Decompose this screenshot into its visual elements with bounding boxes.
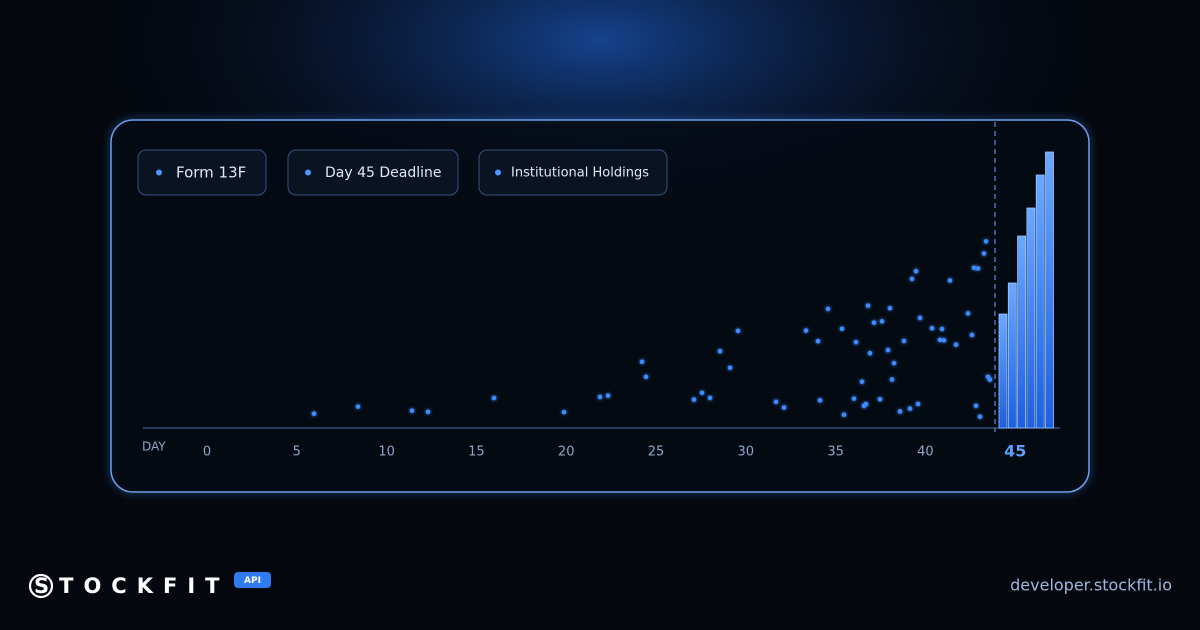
brand: STOCKFIT API developer.stockfit.io xyxy=(28,572,1172,599)
dot xyxy=(937,337,943,343)
chip-label: Form 13F xyxy=(176,164,246,182)
bar xyxy=(1026,207,1036,429)
x-tick-label: 30 xyxy=(738,445,755,460)
panel xyxy=(110,119,1090,493)
dot xyxy=(691,397,697,402)
axis-label: DAY xyxy=(142,440,166,454)
dot xyxy=(885,347,891,353)
dot xyxy=(825,306,831,312)
dot xyxy=(727,365,733,371)
dot xyxy=(311,411,317,417)
dot xyxy=(879,319,885,324)
badge xyxy=(234,572,271,588)
x-tick-label: 0 xyxy=(203,445,211,460)
x-tick-label: 15 xyxy=(468,445,485,460)
dot xyxy=(941,337,947,343)
dot xyxy=(853,339,859,345)
dot xyxy=(839,326,845,332)
dot xyxy=(947,278,953,283)
dot xyxy=(707,395,713,401)
dot xyxy=(909,276,915,282)
x-tick-label: 10 xyxy=(378,445,395,460)
dot xyxy=(491,395,497,401)
brand-name: STOCKFIT xyxy=(34,574,229,598)
dot xyxy=(917,315,923,321)
dot xyxy=(877,396,883,402)
dot xyxy=(773,399,779,405)
dot xyxy=(803,328,809,333)
dot xyxy=(887,305,893,311)
dot xyxy=(699,390,705,396)
dot xyxy=(987,377,993,382)
x-tick-label: 5 xyxy=(293,445,301,460)
dot xyxy=(983,239,989,244)
dot xyxy=(915,401,921,407)
dot xyxy=(981,251,987,256)
bar xyxy=(1045,151,1054,429)
dot xyxy=(815,338,821,344)
dot xyxy=(953,342,959,348)
chip xyxy=(287,149,459,196)
dot xyxy=(907,406,913,411)
dot xyxy=(901,338,907,344)
dot xyxy=(969,332,975,338)
chip-dot xyxy=(156,169,162,176)
dot xyxy=(913,268,919,274)
dot xyxy=(817,398,823,403)
dot xyxy=(851,396,857,401)
dot xyxy=(971,265,977,271)
chip xyxy=(137,149,267,196)
dot xyxy=(975,266,981,271)
dot xyxy=(425,409,431,415)
dot xyxy=(929,325,935,331)
dot xyxy=(605,393,611,398)
dot xyxy=(897,409,903,414)
chip-label: Day 45 Deadline xyxy=(325,165,441,181)
dot xyxy=(561,409,567,415)
dot xyxy=(891,360,897,366)
ticks: 0 5 10 15 20 25 30 35 40 45 xyxy=(203,442,1026,461)
dots xyxy=(311,239,993,420)
chip-dot xyxy=(495,169,501,176)
dot xyxy=(841,412,847,418)
dot xyxy=(965,311,971,316)
dot xyxy=(859,379,865,385)
x-tick-label: 25 xyxy=(648,445,665,460)
url: developer.stockfit.io xyxy=(1010,576,1172,595)
x-tick-label: 35 xyxy=(827,445,844,460)
bar xyxy=(1007,282,1017,429)
dot xyxy=(735,328,741,334)
dot xyxy=(863,401,869,407)
dot xyxy=(867,350,873,356)
dot xyxy=(639,359,645,365)
dot xyxy=(643,374,649,380)
bars xyxy=(998,151,1054,429)
dot xyxy=(977,414,983,420)
dot xyxy=(717,348,723,354)
chip xyxy=(478,149,668,196)
chip-dot xyxy=(305,169,311,176)
dot xyxy=(889,377,895,382)
bar xyxy=(1035,174,1045,429)
x-tick-label: 20 xyxy=(558,445,575,460)
logo-ring xyxy=(28,573,54,599)
dot xyxy=(409,408,415,414)
deadline-label: 45 xyxy=(1004,442,1026,461)
dot xyxy=(939,326,945,332)
bar xyxy=(998,313,1008,429)
dot xyxy=(973,403,979,409)
dot xyxy=(355,404,361,409)
bar xyxy=(1017,235,1026,429)
x-tick-label: 40 xyxy=(917,445,934,460)
dot xyxy=(865,303,871,308)
chip-label: Institutional Holdings xyxy=(511,166,649,181)
badge-label: API xyxy=(244,576,261,586)
legend: Form 13F Day 45 Deadline Institutional H… xyxy=(137,149,668,196)
dot xyxy=(781,405,787,410)
dot xyxy=(871,320,877,325)
dot xyxy=(597,394,603,400)
